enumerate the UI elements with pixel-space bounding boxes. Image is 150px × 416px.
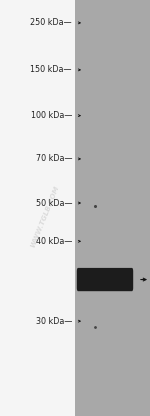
Text: 40 kDa—: 40 kDa— [36, 237, 72, 246]
Text: 70 kDa—: 70 kDa— [36, 154, 72, 163]
Text: WWW.TGLB.COM: WWW.TGLB.COM [30, 184, 60, 248]
Text: 100 kDa—: 100 kDa— [31, 111, 72, 120]
Text: 30 kDa—: 30 kDa— [36, 317, 72, 326]
Text: 150 kDa—: 150 kDa— [30, 65, 72, 74]
Text: 250 kDa—: 250 kDa— [30, 18, 72, 27]
FancyBboxPatch shape [77, 268, 133, 291]
Text: 50 kDa—: 50 kDa— [36, 198, 72, 208]
Bar [75, 0, 150, 416]
